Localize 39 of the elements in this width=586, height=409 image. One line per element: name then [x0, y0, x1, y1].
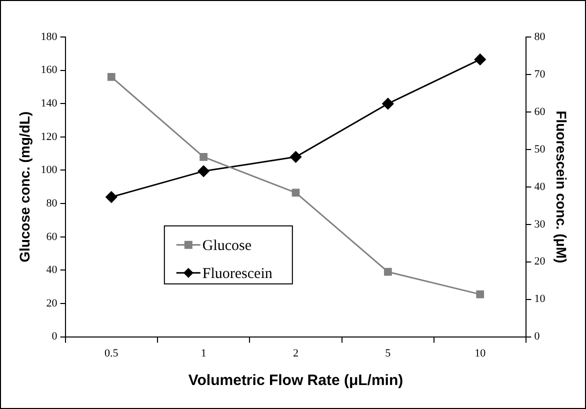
y-axis-title: Glucose conc. (mg/dL) — [16, 111, 32, 262]
y2-tick-label: 0 — [534, 330, 540, 343]
legend-label: Glucose — [202, 238, 252, 254]
point — [382, 98, 394, 110]
y2-tick-label: 30 — [534, 218, 546, 230]
legend-label: Fluorescein — [202, 266, 273, 282]
point — [476, 290, 484, 298]
point — [292, 188, 300, 197]
y-tick-label: 120 — [40, 130, 58, 143]
y-tick-label: 0 — [52, 330, 58, 343]
y2-tick-label: 70 — [534, 68, 546, 80]
y-tick-label: 40 — [46, 264, 58, 276]
x-tick-label: 5 — [385, 347, 392, 360]
x-tick-label: 10 — [474, 347, 486, 360]
y-tick-label: 60 — [46, 230, 58, 243]
point — [198, 165, 210, 177]
x-tick-label: 2 — [293, 347, 298, 360]
y2-tick-label: 60 — [534, 106, 546, 118]
point — [200, 152, 208, 161]
x-axis-title: Volumetric Flow Rate (μL/min) — [188, 372, 404, 390]
point — [106, 191, 118, 203]
y2-tick-label: 80 — [534, 30, 546, 43]
point — [474, 54, 486, 66]
y-tick-label: 180 — [40, 30, 58, 43]
y2-tick-label: 40 — [534, 180, 546, 193]
y2-tick-label: 50 — [534, 143, 546, 156]
y-tick-label: 140 — [40, 98, 58, 110]
y2-axis-title: Fluorescein conc. (μM) — [554, 110, 570, 264]
y-tick-label: 100 — [40, 164, 58, 176]
y2-tick-label: 20 — [534, 256, 546, 268]
x-tick-label: 1 — [200, 347, 206, 360]
x-tick-label: 0.5 — [104, 347, 119, 360]
y-tick-label: 160 — [40, 64, 58, 76]
point — [107, 73, 116, 81]
y2-tick-label: 10 — [534, 293, 546, 306]
y-tick-label: 80 — [46, 197, 58, 210]
point — [384, 268, 392, 276]
y-tick-label: 20 — [46, 297, 58, 310]
point — [290, 151, 302, 163]
